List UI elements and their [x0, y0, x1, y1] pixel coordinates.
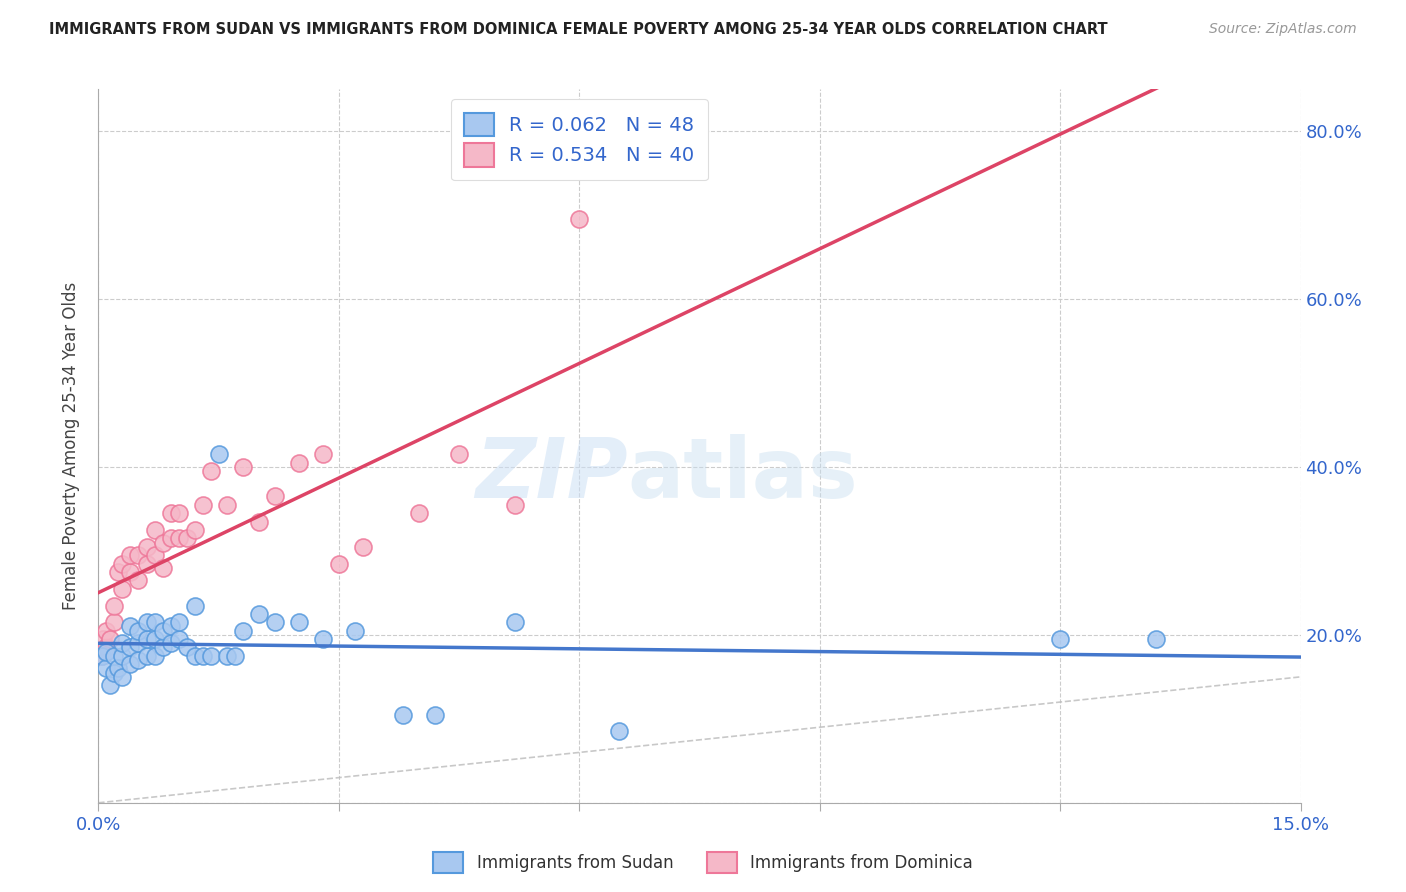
Text: Source: ZipAtlas.com: Source: ZipAtlas.com: [1209, 22, 1357, 37]
Point: [167, 532, 190, 546]
Point: [447, 447, 470, 461]
Point: [167, 506, 190, 520]
Point: [183, 523, 205, 537]
Point: [103, 599, 125, 613]
Point: [143, 523, 166, 537]
Point: [232, 460, 254, 475]
Point: [111, 557, 134, 571]
Point: [568, 212, 591, 227]
Point: [128, 636, 150, 650]
Text: IMMIGRANTS FROM SUDAN VS IMMIGRANTS FROM DOMINICA FEMALE POVERTY AMONG 25-34 YEA: IMMIGRANTS FROM SUDAN VS IMMIGRANTS FROM…: [49, 22, 1108, 37]
Point: [408, 506, 430, 520]
Point: [159, 636, 181, 650]
Point: [159, 506, 181, 520]
Point: [176, 640, 198, 655]
Point: [423, 707, 446, 722]
Point: [128, 548, 150, 562]
Legend: Immigrants from Sudan, Immigrants from Dominica: Immigrants from Sudan, Immigrants from D…: [426, 846, 980, 880]
Point: [215, 648, 238, 663]
Point: [128, 574, 150, 588]
Point: [1049, 632, 1071, 646]
Point: [232, 624, 254, 638]
Point: [288, 615, 311, 630]
Point: [143, 632, 166, 646]
Point: [143, 615, 166, 630]
Point: [100, 632, 122, 646]
Point: [191, 648, 214, 663]
Point: [152, 640, 174, 655]
Point: [107, 565, 129, 579]
Point: [152, 624, 174, 638]
Point: [392, 707, 415, 722]
Point: [176, 532, 198, 546]
Point: [91, 648, 114, 663]
Point: [120, 548, 142, 562]
Point: [135, 615, 157, 630]
Point: [96, 624, 118, 638]
Point: [352, 540, 374, 554]
Point: [128, 624, 150, 638]
Point: [128, 653, 150, 667]
Point: [103, 665, 125, 680]
Point: [191, 498, 214, 512]
Point: [90, 648, 112, 663]
Point: [135, 648, 157, 663]
Point: [183, 648, 205, 663]
Point: [183, 599, 205, 613]
Point: [135, 632, 157, 646]
Point: [135, 540, 157, 554]
Point: [247, 607, 270, 621]
Text: ZIP: ZIP: [475, 434, 627, 515]
Point: [312, 447, 335, 461]
Point: [503, 498, 526, 512]
Point: [328, 557, 350, 571]
Point: [120, 640, 142, 655]
Legend: R = 0.062   N = 48, R = 0.534   N = 40: R = 0.062 N = 48, R = 0.534 N = 40: [451, 99, 707, 180]
Point: [152, 560, 174, 574]
Point: [167, 615, 190, 630]
Point: [224, 648, 246, 663]
Y-axis label: Female Poverty Among 25-34 Year Olds: Female Poverty Among 25-34 Year Olds: [62, 282, 80, 610]
Point: [503, 615, 526, 630]
Point: [167, 632, 190, 646]
Point: [609, 724, 631, 739]
Point: [96, 640, 118, 655]
Point: [111, 670, 134, 684]
Point: [1144, 632, 1167, 646]
Point: [103, 615, 125, 630]
Point: [200, 648, 222, 663]
Point: [263, 489, 285, 503]
Point: [120, 619, 142, 633]
Point: [247, 515, 270, 529]
Point: [159, 619, 181, 633]
Text: atlas: atlas: [627, 434, 858, 515]
Point: [103, 648, 125, 663]
Point: [96, 645, 118, 659]
Point: [343, 624, 366, 638]
Point: [288, 456, 311, 470]
Point: [208, 447, 231, 461]
Point: [200, 464, 222, 478]
Point: [135, 557, 157, 571]
Point: [107, 661, 129, 675]
Point: [263, 615, 285, 630]
Point: [215, 498, 238, 512]
Point: [111, 582, 134, 596]
Point: [111, 648, 134, 663]
Point: [91, 632, 114, 646]
Point: [120, 657, 142, 672]
Point: [111, 636, 134, 650]
Point: [159, 532, 181, 546]
Point: [312, 632, 335, 646]
Point: [152, 535, 174, 549]
Point: [96, 661, 118, 675]
Point: [143, 548, 166, 562]
Point: [143, 648, 166, 663]
Point: [100, 678, 122, 692]
Point: [120, 565, 142, 579]
